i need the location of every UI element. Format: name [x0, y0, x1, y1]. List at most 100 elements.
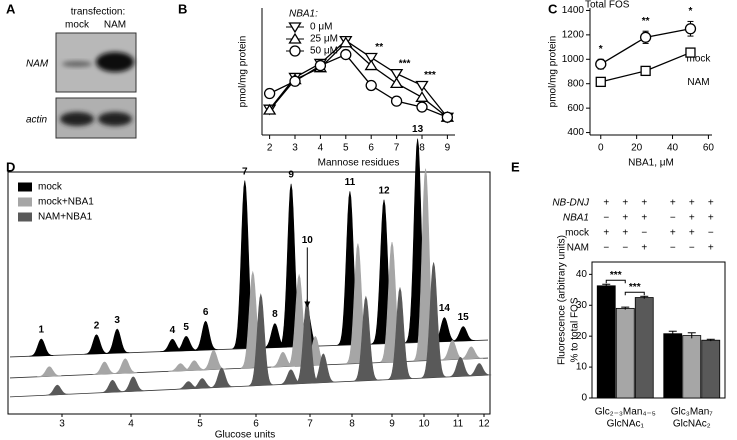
- marker: [288, 22, 302, 34]
- x-tick-label: 0: [598, 143, 604, 154]
- marker: [263, 87, 276, 100]
- peak-label: 13: [412, 124, 424, 135]
- bar: [634, 297, 654, 399]
- annotation: ***: [610, 270, 622, 281]
- peak: [201, 349, 226, 371]
- marker: [389, 68, 404, 80]
- x-axis-label: Mannose residues: [318, 158, 400, 169]
- annotation: ***: [629, 282, 641, 293]
- x-axis-label: Glucose units: [215, 430, 276, 440]
- x-tick-label: 20: [631, 143, 643, 154]
- y-tick-label: 0: [581, 393, 587, 404]
- x-tick-label: 6: [253, 419, 259, 430]
- condition-name: NAM: [567, 243, 589, 254]
- x-tick-label: 10: [418, 419, 430, 430]
- y-axis-label: pmol/mg protein: [238, 36, 249, 108]
- y-tick-label: 1000: [562, 54, 585, 65]
- x-tick-label: 5: [197, 419, 203, 430]
- marker: [595, 76, 606, 88]
- blot-panel: A transfection: mock NAM NAM actin: [6, 1, 137, 139]
- outer-y-label: Fluorescence (arbitrary units): [557, 235, 568, 365]
- x-tick-label: 6: [368, 143, 374, 154]
- x-tick-label: 9: [389, 419, 395, 430]
- marker: [684, 23, 697, 35]
- condition-mark: −: [670, 243, 676, 254]
- category-label: GlcNAc₁: [607, 419, 645, 430]
- condition-mark: +: [641, 213, 647, 224]
- legend-label: NAM: [687, 77, 709, 88]
- peak: [421, 262, 447, 379]
- legend-label: mock: [687, 53, 712, 64]
- condition-mark: −: [622, 243, 628, 254]
- panel-letter: E: [511, 159, 520, 174]
- condition-name: mock: [565, 228, 590, 239]
- annotation: **: [642, 16, 650, 27]
- marker: [262, 103, 277, 115]
- blot-title: transfection:: [71, 7, 125, 18]
- legend-label: NAM+NBA1: [38, 212, 93, 223]
- marker: [639, 31, 652, 43]
- arrow-head: [304, 301, 311, 308]
- y-tick-label: 20: [576, 331, 588, 342]
- frame: [591, 261, 726, 399]
- peak-label: 9: [288, 169, 294, 180]
- peak-label: 12: [378, 185, 390, 196]
- marker: [685, 47, 696, 58]
- panel-letter: D: [6, 159, 15, 174]
- bracket: [624, 291, 645, 296]
- y-axis-label: % to total FOS: [570, 297, 581, 362]
- peak: [311, 353, 336, 384]
- legend-label: 0 μM: [310, 22, 332, 33]
- bracket: [605, 279, 626, 284]
- marker: [595, 58, 607, 70]
- marker: [339, 36, 353, 48]
- peak: [37, 366, 62, 378]
- peak: [105, 328, 130, 354]
- peak: [92, 361, 117, 375]
- category-label: Glc₂₋₃Man₄₋₅: [595, 407, 656, 418]
- category-label: GlcNAc₂: [673, 419, 711, 430]
- peak-label: 14: [439, 303, 451, 314]
- x-tick-label: 4: [128, 419, 134, 430]
- peak-label: 1: [39, 325, 45, 336]
- condition-mark: +: [641, 243, 647, 254]
- y-tick-label: 40: [576, 269, 588, 280]
- lane-label: NAM: [104, 20, 126, 31]
- y-axis-label: pmol/mg protein: [548, 36, 559, 108]
- legend-swatch: [18, 182, 32, 192]
- annotation: ***: [424, 70, 436, 81]
- x-tick-label: 5: [343, 143, 349, 154]
- condition-mark: −: [603, 243, 609, 254]
- condition-mark: +: [708, 243, 714, 254]
- annotation: **: [375, 42, 383, 53]
- x-tick-label: 3: [59, 419, 65, 430]
- bar: [682, 335, 702, 399]
- marker: [389, 77, 404, 89]
- x-tick-label: 7: [307, 419, 313, 430]
- condition-name: NBA1: [563, 213, 589, 224]
- x-tick-label: 3: [292, 143, 298, 154]
- peak: [451, 326, 476, 342]
- condition-mark: +: [708, 213, 714, 224]
- lane-label: mock: [65, 20, 90, 31]
- annotation: ***: [399, 58, 411, 69]
- condition-mark: +: [689, 228, 695, 239]
- condition-mark: +: [603, 198, 609, 209]
- peak-label: 15: [458, 312, 470, 323]
- condition-mark: +: [622, 198, 628, 209]
- condition-mark: +: [708, 198, 714, 209]
- category-label: Glc₃Man₇: [671, 407, 714, 418]
- peak: [248, 293, 273, 387]
- x-tick-label: 9: [445, 143, 451, 154]
- panel-letter: B: [178, 1, 187, 16]
- bar: [663, 333, 683, 399]
- peak-label: 5: [183, 322, 189, 333]
- peak: [467, 363, 492, 377]
- peak: [113, 358, 138, 374]
- marker: [365, 79, 377, 92]
- peak: [100, 379, 125, 393]
- condition-mark: +: [670, 198, 676, 209]
- marker: [415, 91, 429, 102]
- marker: [415, 80, 429, 92]
